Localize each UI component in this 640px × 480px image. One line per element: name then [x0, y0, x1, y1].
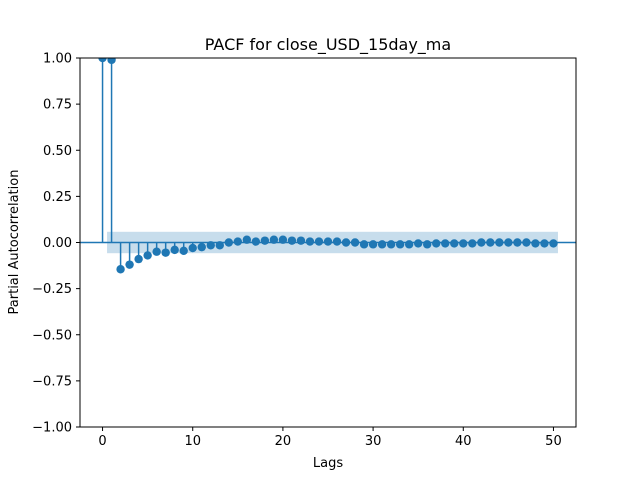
data-point	[468, 239, 477, 248]
data-point	[377, 240, 387, 249]
data-point	[260, 236, 270, 245]
data-point	[413, 239, 423, 248]
data-point	[432, 239, 441, 248]
data-point	[305, 237, 315, 246]
data-point	[549, 239, 558, 248]
data-point	[323, 237, 333, 246]
data-point	[332, 237, 342, 246]
data-point	[395, 240, 405, 249]
y-tick-label: −0.50	[32, 328, 72, 343]
data-point	[269, 235, 279, 244]
axis-ticks: 0 10 20 30 40 50 1.00 0.75 0.50 0.25 0.00 −0.25 −0.5…	[32, 52, 562, 450]
data-point	[143, 251, 152, 260]
data-point	[134, 254, 143, 264]
data-point	[459, 239, 468, 248]
plot-area	[79, 57, 577, 428]
data-point	[233, 237, 243, 246]
plot-content	[80, 58, 576, 274]
data-point	[450, 239, 459, 248]
data-point	[107, 58, 116, 65]
data-point	[179, 246, 188, 256]
data-point	[152, 247, 161, 256]
data-point	[161, 248, 170, 257]
data-point	[341, 238, 351, 247]
x-tick-label: 0	[98, 434, 106, 449]
y-tick-label: −0.75	[32, 374, 72, 389]
x-tick-label: 40	[455, 434, 472, 449]
y-tick-label: 0.00	[43, 236, 72, 251]
data-point	[170, 245, 179, 255]
y-tick-label: −1.00	[32, 421, 72, 436]
chart-title: PACF for close_USD_15day_ma	[205, 35, 451, 55]
data-point	[359, 240, 369, 249]
data-point	[531, 239, 540, 248]
data-point	[423, 240, 432, 249]
x-tick-label: 30	[365, 434, 382, 449]
y-tick-label: 0.25	[43, 190, 72, 205]
data-point	[296, 236, 306, 245]
data-point	[251, 237, 261, 246]
x-axis-label: Lags	[313, 456, 343, 471]
data-point	[495, 238, 504, 247]
x-tick-label: 20	[275, 434, 292, 449]
data-point	[215, 241, 224, 250]
y-tick-label: 0.50	[43, 144, 72, 159]
data-point	[125, 260, 134, 269]
data-point	[98, 58, 107, 63]
data-point	[206, 241, 215, 250]
data-point	[368, 240, 378, 249]
data-point	[242, 235, 252, 244]
data-point	[197, 242, 206, 252]
data-point	[116, 265, 125, 274]
data-point	[188, 243, 197, 253]
data-point	[350, 238, 360, 247]
data-point	[314, 237, 324, 246]
data-point	[477, 238, 486, 247]
data-point	[278, 235, 288, 244]
data-point	[224, 238, 233, 247]
data-point	[404, 240, 414, 249]
data-point	[522, 238, 531, 247]
data-point	[486, 238, 495, 247]
y-axis-label: Partial Autocorrelation	[7, 170, 22, 315]
x-tick-label: 10	[184, 434, 201, 449]
data-point	[287, 236, 297, 245]
data-point	[540, 239, 549, 248]
data-point	[513, 238, 522, 247]
data-point	[441, 239, 450, 248]
x-tick-label: 50	[545, 434, 562, 449]
y-tick-label: −0.25	[32, 282, 72, 297]
y-tick-label: 1.00	[43, 52, 72, 67]
data-point	[386, 240, 396, 249]
data-point	[504, 238, 513, 247]
y-tick-label: 0.75	[43, 98, 72, 113]
